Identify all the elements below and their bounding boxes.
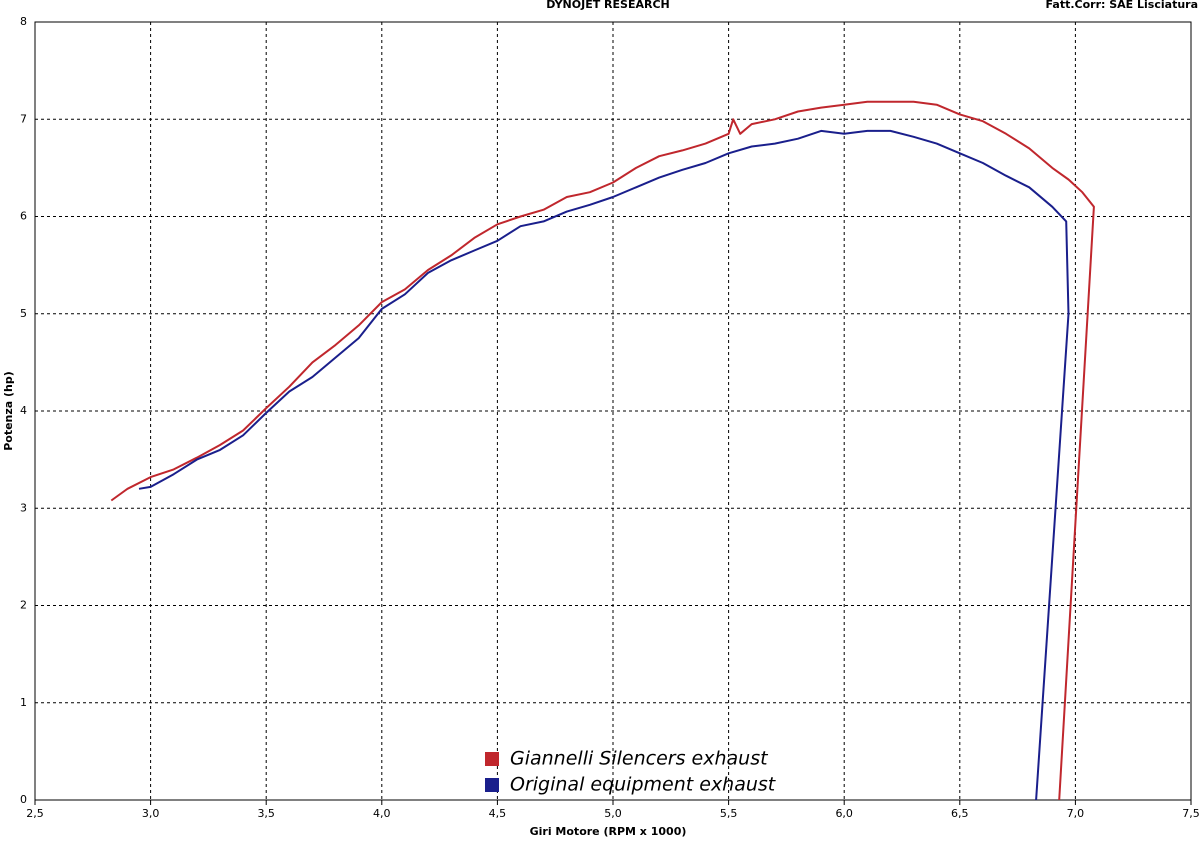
x-tick-label: 4,5 bbox=[489, 807, 507, 820]
x-tick-label: 7,0 bbox=[1067, 807, 1085, 820]
y-tick-label: 0 bbox=[20, 793, 27, 806]
y-axis-label: Potenza (hp) bbox=[2, 371, 15, 451]
legend-marker bbox=[485, 778, 499, 792]
y-tick-label: 3 bbox=[20, 501, 27, 514]
y-tick-label: 2 bbox=[20, 599, 27, 612]
x-tick-label: 3,0 bbox=[142, 807, 160, 820]
x-tick-label: 5,5 bbox=[720, 807, 738, 820]
x-tick-label: 5,0 bbox=[604, 807, 622, 820]
x-tick-label: 4,0 bbox=[373, 807, 391, 820]
legend-label: Original equipment exhaust bbox=[510, 774, 777, 796]
x-tick-label: 6,0 bbox=[835, 807, 853, 820]
y-tick-label: 8 bbox=[20, 15, 27, 28]
x-tick-label: 3,5 bbox=[257, 807, 275, 820]
legend-label: Giannelli Silencers exhaust bbox=[510, 748, 769, 770]
y-tick-label: 6 bbox=[20, 210, 27, 223]
x-axis-label: Giri Motore (RPM x 1000) bbox=[530, 825, 687, 838]
x-tick-label: 2,5 bbox=[26, 807, 44, 820]
series-line bbox=[110, 100, 1095, 801]
series-line bbox=[138, 129, 1070, 801]
chart-title: DYNOJET RESEARCH bbox=[546, 0, 669, 11]
plot-frame bbox=[34, 21, 1192, 801]
chart-subtitle: Fatt.Corr: SAE Lisciatura bbox=[1046, 0, 1198, 11]
y-tick-label: 4 bbox=[20, 404, 27, 417]
y-tick-label: 1 bbox=[20, 696, 27, 709]
x-tick-label: 7,5 bbox=[1182, 807, 1200, 820]
y-tick-label: 5 bbox=[20, 307, 27, 320]
x-tick-label: 6,5 bbox=[951, 807, 969, 820]
legend-marker bbox=[485, 752, 499, 766]
y-tick-label: 7 bbox=[20, 112, 27, 125]
